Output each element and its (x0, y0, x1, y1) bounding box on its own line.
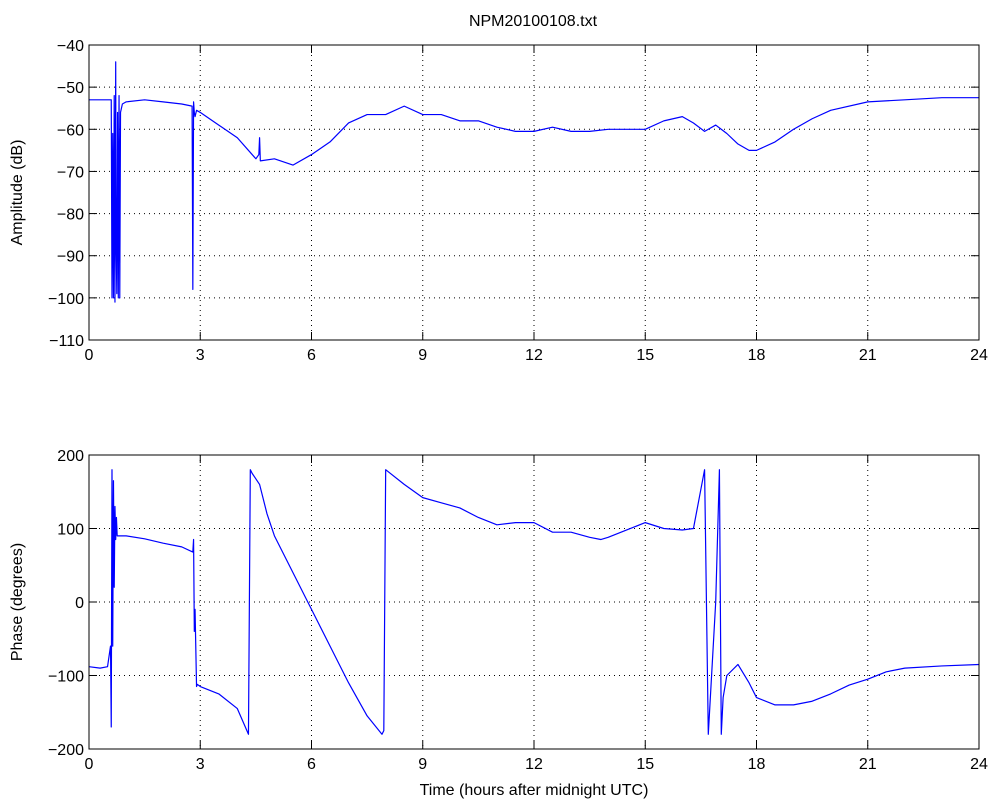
amplitude-x-tick-label: 21 (859, 347, 877, 364)
phase-x-tick-label: 6 (307, 756, 316, 773)
amplitude-y-tick-label: −80 (57, 207, 84, 224)
phase-x-tick-label: 9 (418, 756, 427, 773)
phase-y-tick-label: 0 (75, 595, 84, 612)
amplitude-y-tick-label: −50 (57, 80, 84, 97)
amplitude-y-tick-label: −60 (57, 122, 84, 139)
phase-y-tick-label: 200 (57, 448, 84, 465)
amplitude-x-tick-label: 24 (970, 347, 988, 364)
amplitude-x-tick-label: 3 (196, 347, 205, 364)
phase-x-tick-label: 0 (85, 756, 94, 773)
amplitude-x-tick-label: 15 (636, 347, 654, 364)
amplitude-axes: 0 3 6 9 12 15 18 21 24 −40 −50 −60 −70 −80 −90 −100 −110… (9, 38, 988, 364)
phase-axes: 0 3 6 9 12 15 18 21 24 200 100 0 −100 −200 Phase (degr… (9, 448, 988, 799)
phase-x-tick-label: 15 (636, 756, 654, 773)
phase-y-tick-label: −200 (48, 742, 84, 759)
phase-y-tick-label: −100 (48, 669, 84, 686)
amplitude-y-axis-label: Amplitude (dB) (9, 140, 26, 246)
phase-x-tick-label: 21 (859, 756, 877, 773)
amplitude-x-tick-label: 6 (307, 347, 316, 364)
amplitude-y-tick-label: −90 (57, 249, 84, 266)
amplitude-y-tick-label: −70 (57, 164, 84, 181)
amplitude-y-tick-label: −110 (49, 333, 84, 350)
amplitude-x-tick-label: 12 (525, 347, 543, 364)
phase-x-tick-label: 3 (196, 756, 205, 773)
phase-x-tick-label: 18 (748, 756, 766, 773)
phase-series-line (88, 469, 980, 735)
amplitude-x-tick-label: 9 (418, 347, 427, 364)
amplitude-y-tick-label: −40 (57, 38, 84, 55)
phase-x-tick-label: 24 (970, 756, 988, 773)
amplitude-x-tick-label: 0 (85, 347, 94, 364)
phase-x-axis-label: Time (hours after midnight UTC) (420, 782, 649, 799)
figure-title: NPM20100108.txt (469, 13, 598, 30)
amplitude-series-line (89, 61, 979, 303)
amplitude-x-tick-label: 18 (748, 347, 766, 364)
phase-y-axis-label: Phase (degrees) (9, 543, 26, 661)
phase-x-tick-label: 12 (525, 756, 543, 773)
phase-y-tick-label: 100 (57, 522, 84, 539)
amplitude-y-tick-label: −100 (48, 291, 84, 308)
